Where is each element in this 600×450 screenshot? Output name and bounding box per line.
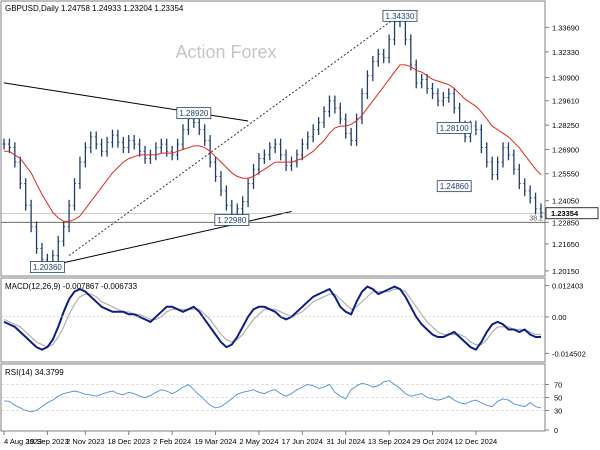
price-axis-tick-label: 1.21650 xyxy=(552,240,579,249)
moving-average-line xyxy=(4,64,542,222)
price-axis-tick-label: 1.29610 xyxy=(552,97,579,106)
rsi-axis-tick-label: 50 xyxy=(554,394,562,403)
x-axis-tick-label: 2 Feb 2024 xyxy=(153,437,191,446)
price-axis-tick-label: 1.32330 xyxy=(552,48,579,57)
price-level-label-text: 1.28920 xyxy=(179,109,208,118)
macd-axis-tick-label: 0.012403 xyxy=(552,282,583,291)
price-level-label-text: 1.20360 xyxy=(33,263,62,272)
fib-level-label: 38.2 xyxy=(529,215,543,222)
x-axis-tick-label: 18 Dec 2023 xyxy=(107,437,150,446)
x-axis-tick-label: 4 Aug 2023 xyxy=(4,437,42,446)
rsi-panel xyxy=(1,380,545,413)
rsi-label: RSI(14) 34.3799 xyxy=(5,368,64,377)
price-level-label-box xyxy=(436,121,472,134)
price-level-label: 1.22980 xyxy=(214,214,250,226)
price-axis-tick-label: 1.26900 xyxy=(552,145,579,154)
x-axis-tick-label: 19 Sep 2023 xyxy=(26,437,69,446)
price-axis-tick-label: 1.25550 xyxy=(552,170,579,179)
x-axis-tick-label: 17 Jun 2024 xyxy=(282,437,323,446)
axis-layer: 1.20150 1.21650 1.22850 1.24050 1.25550 1.269… xyxy=(3,23,599,446)
current-price-tag-box xyxy=(545,207,599,220)
rsi-axis-tick-label: 70 xyxy=(554,381,562,390)
price-panel-frame xyxy=(0,0,546,277)
price-level-label-text: 1.28100 xyxy=(440,124,469,133)
price-level-label: 1.20360 xyxy=(29,261,65,273)
x-axis-tick-label: 19 Mar 2024 xyxy=(194,437,236,446)
price-level-label: 1.28100 xyxy=(436,121,472,134)
rsi-axis-tick-label: 30 xyxy=(554,407,562,416)
x-axis-tick-label: 2 May 2024 xyxy=(239,437,278,446)
price-level-label-box xyxy=(382,9,418,22)
lower-support-line xyxy=(47,211,292,267)
price-level-label: 1.28920 xyxy=(176,107,212,120)
rsi-axis-tick-label: 0 xyxy=(554,426,558,435)
price-panel: 1.34330 1.28920 1.28100 1.24860 1.22980 1.203… xyxy=(1,9,545,273)
x-axis-tick-label: 2 Nov 2023 xyxy=(66,437,104,446)
price-level-label-text: 1.34330 xyxy=(386,12,415,21)
current-price-tag: 1.23354 xyxy=(551,209,579,218)
price-axis-tick-label: 1.22850 xyxy=(552,218,579,227)
macd-axis-tick-label: -0.014502 xyxy=(552,349,586,358)
price-level-label-box xyxy=(436,180,472,193)
price-axis-tick-label: 1.30900 xyxy=(552,74,579,83)
rsi-line xyxy=(3,380,542,413)
macd-panel xyxy=(1,285,545,351)
price-level-label-text: 1.24860 xyxy=(440,182,469,191)
x-axis-tick-label: 31 Jul 2024 xyxy=(326,437,365,446)
x-axis-tick-label: 29 Oct 2024 xyxy=(412,437,453,446)
price-level-label-box xyxy=(29,261,65,273)
macd-panel-frame xyxy=(0,277,546,363)
price-level-label-text: 1.22980 xyxy=(217,216,246,225)
price-level-label: 1.24860 xyxy=(436,180,472,193)
chart-header: GBPUSD,Daily 1.24758 1.24933 1.23204 1.2… xyxy=(5,4,184,13)
price-axis-tick-label: 1.20150 xyxy=(552,267,579,276)
price-level-label: 1.34330 xyxy=(382,9,418,22)
x-axis-tick-label: 13 Sep 2024 xyxy=(368,437,411,446)
price-axis-tick-label: 1.33690 xyxy=(552,23,579,32)
macd-signal-line xyxy=(3,288,541,348)
price-level-label-box xyxy=(214,214,250,226)
price-axis-tick-label: 1.24050 xyxy=(552,197,579,206)
price-level-label-box xyxy=(176,107,212,120)
watermark-text: Action Forex xyxy=(175,42,276,62)
macd-label: MACD(12,26,9) -0.007867 -0.006733 xyxy=(5,282,138,291)
dotted-channel-line xyxy=(68,14,401,256)
x-axis-tick-label: 12 Dec 2024 xyxy=(455,437,498,446)
price-axis-tick-label: 1.28250 xyxy=(552,121,579,130)
macd-axis-tick-label: 0.00 xyxy=(552,313,567,322)
macd-main-line xyxy=(3,285,541,351)
